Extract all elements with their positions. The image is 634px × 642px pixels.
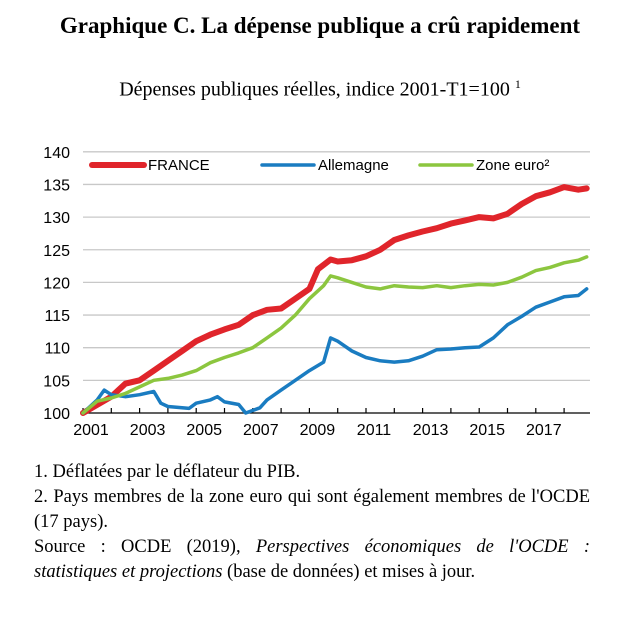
x-tick-label: 2003 <box>130 422 166 439</box>
footnote-1: 1. Déflatées par le déflateur du PIB. <box>34 462 301 482</box>
series-line-allemagne <box>81 287 589 415</box>
footnote-2: 2. Pays membres de la zone euro qui sont… <box>34 487 590 532</box>
x-tick-label: 2015 <box>469 422 505 439</box>
y-tick-label: 120 <box>43 275 70 292</box>
y-tick-label: 135 <box>43 177 70 194</box>
series-line-france <box>80 184 590 416</box>
series-line-zoneeuro <box>81 255 589 415</box>
y-tick-label: 110 <box>44 341 70 358</box>
source-title: Perspectives économiques de l'OCDE : sta… <box>34 537 590 582</box>
source-note: Source : OCDE (2019), Perspectives écono… <box>34 535 590 585</box>
legend-label: FRANCE <box>148 157 210 174</box>
y-tick-label: 130 <box>43 210 70 227</box>
gridlines <box>83 151 590 382</box>
y-tick-label: 140 <box>43 145 70 162</box>
chart-title: Graphique C. La dépense publique a crû r… <box>59 13 581 38</box>
x-tick-label: 2007 <box>243 422 279 439</box>
x-tick-label: 2013 <box>413 422 449 439</box>
x-tick-label: 2011 <box>357 422 392 439</box>
x-tick-label: 2001 <box>73 422 109 439</box>
y-tick-label: 105 <box>43 373 70 390</box>
legend: FRANCE Allemagne Zone euro² <box>89 157 549 174</box>
series-lines <box>80 184 590 416</box>
subtitle-note-ref: 1 <box>514 77 521 91</box>
line-chart: 100 105 110 115 120 125 130 135 140 2001 2003 2005 2… <box>43 145 590 439</box>
x-tick-label: 2009 <box>300 422 336 439</box>
x-tick-label: 2005 <box>186 422 222 439</box>
source-prefix: Source : OCDE (2019), <box>34 537 256 557</box>
footnotes: 1. Déflatées par le déflateur du PIB. 2.… <box>34 460 590 585</box>
legend-label: Allemagne <box>318 157 389 174</box>
y-tick-label: 125 <box>43 243 70 260</box>
x-tick-label: 2017 <box>526 422 562 439</box>
legend-label: Zone euro² <box>476 157 549 174</box>
y-tick-label: 115 <box>44 308 70 325</box>
y-tick-label: 100 <box>43 406 70 423</box>
subtitle-text: Dépenses publiques réelles, indice 2001-… <box>119 78 510 101</box>
source-suffix: (base de données) et mises à jour. <box>222 562 476 582</box>
axes: 100 105 110 115 120 125 130 135 140 2001 2003 2005 2… <box>43 145 590 439</box>
chart-subtitle: Dépenses publiques réelles, indice 2001-… <box>90 72 550 103</box>
